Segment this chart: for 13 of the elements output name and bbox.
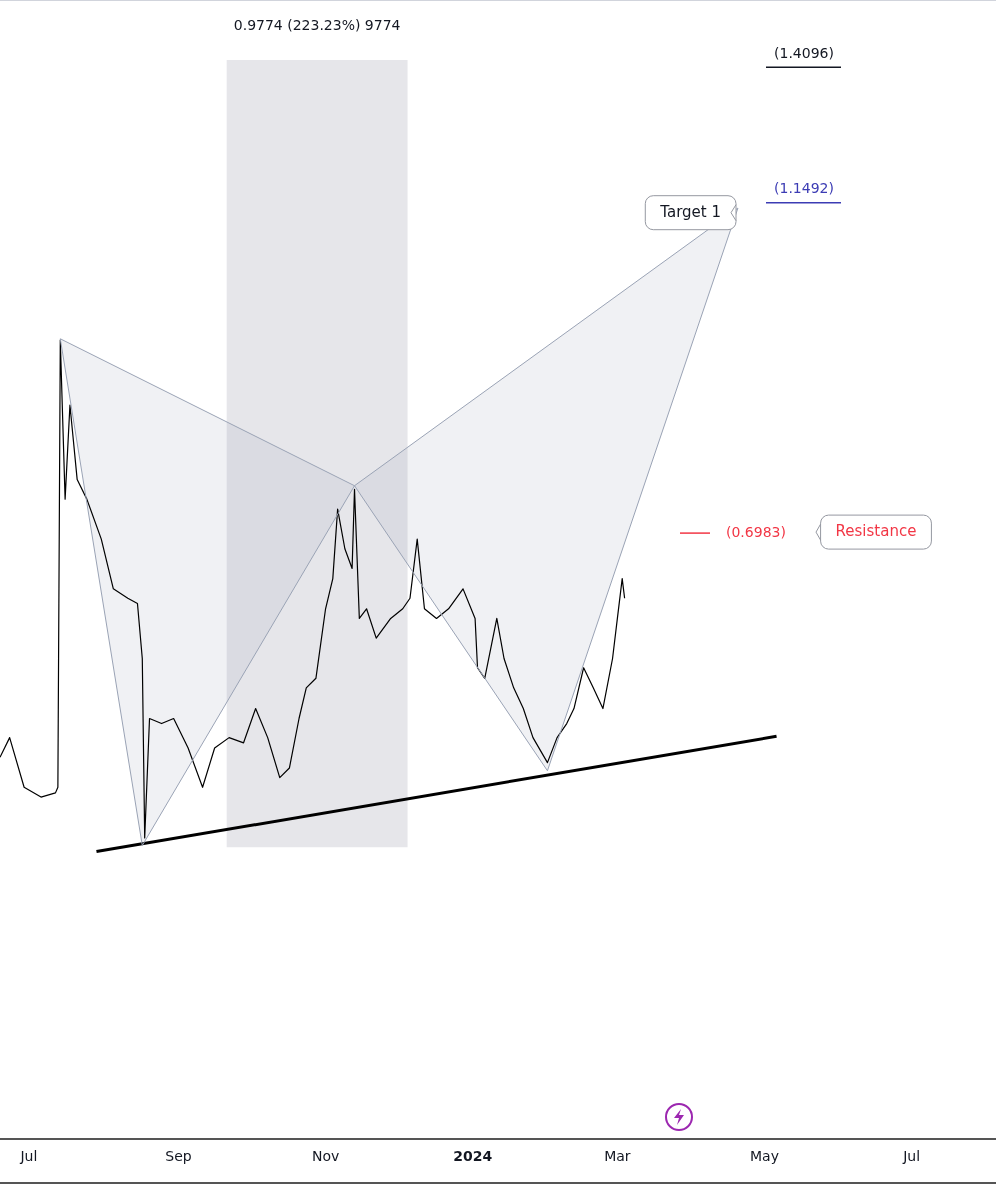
ref-line-label: (0.6983) <box>726 523 786 540</box>
x-tick-label: Mar <box>604 1148 631 1165</box>
x-tick-label: Jul <box>19 1148 38 1165</box>
ref-line-label: (1.1492) <box>774 180 834 197</box>
x-tick-label: Sep <box>165 1148 192 1165</box>
x-tick-label: 2024 <box>453 1148 493 1165</box>
band-label: 0.9774 (223.23%) 9774 <box>233 16 401 33</box>
annotation: Target 1 <box>659 202 721 221</box>
annotation: Resistance <box>835 521 917 540</box>
x-tick-label: May <box>750 1148 779 1165</box>
x-tick-label: Nov <box>311 1148 340 1165</box>
x-tick-label: Jul <box>902 1148 921 1165</box>
ref-line-label: (1.4096) <box>774 44 834 61</box>
